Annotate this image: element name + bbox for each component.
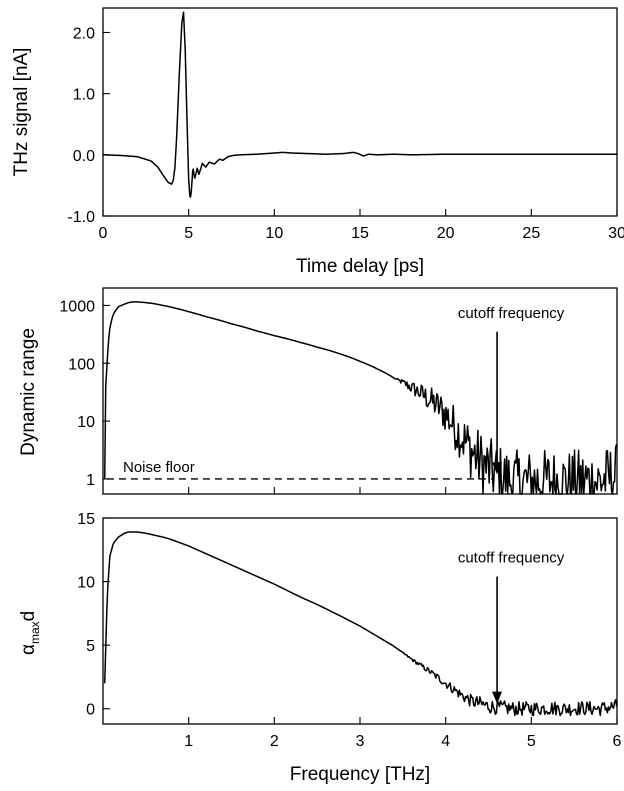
bottom-y-label-alpha: α	[18, 644, 39, 655]
top-x-tick-label: 5	[184, 225, 193, 242]
noise-floor-label: Noise floor	[123, 459, 195, 476]
mid-y-tick-label: 100	[68, 356, 95, 373]
bot-x-tick-label: 3	[356, 733, 365, 750]
top-y-tick-label: 2.0	[73, 25, 95, 42]
bot-y-tick-label: 15	[77, 511, 95, 528]
top-x-tick-label: 15	[351, 225, 369, 242]
bottom-y-label: αmaxd	[18, 611, 42, 655]
top-axes-frame	[102, 7, 618, 217]
bottom-y-label-sub: max	[28, 621, 42, 644]
bottom-y-label-d: d	[18, 611, 39, 622]
bottom-x-ticks: 1 2 3 4 5 6	[184, 717, 622, 750]
middle-series-line	[103, 301, 618, 495]
top-x-ticks: 0 5 10 15 20 25 30	[99, 209, 624, 242]
middle-cutoff-label: cutoff frequency	[458, 305, 565, 322]
middle-y-ticks: 1 10 100 1000	[59, 298, 110, 489]
top-x-tick-label: 0	[99, 225, 108, 242]
bot-x-tick-label: 1	[184, 733, 193, 750]
middle-y-label: Dynamic range	[18, 328, 39, 456]
bottom-cutoff-label: cutoff frequency	[458, 549, 565, 566]
mid-y-tick-label: 10	[77, 414, 95, 431]
top-x-label: Time delay [ps]	[296, 256, 424, 277]
top-y-tick-label: 1.0	[73, 87, 95, 104]
panel-top: 0 5 10 15 20 25 30 -1.0 0.0 1.0 2.0 Time delay [p…	[11, 7, 624, 277]
top-y-tick-label: -1.0	[67, 209, 95, 226]
bot-x-tick-label: 2	[270, 733, 279, 750]
panel-bottom: 1 2 3 4 5 6 0 5 10 15 cutoff frequency Frequency…	[18, 511, 622, 785]
mid-y-tick-label: 1	[86, 472, 95, 489]
bottom-y-ticks: 0 5 10 15	[77, 511, 110, 719]
bottom-series-line	[103, 531, 618, 717]
top-x-tick-label: 20	[437, 225, 455, 242]
bot-y-tick-label: 0	[86, 702, 95, 719]
mid-y-tick-label: 1000	[59, 298, 95, 315]
bot-x-tick-label: 4	[441, 733, 450, 750]
bot-x-tick-label: 6	[613, 733, 622, 750]
middle-cutoff-arrowhead	[492, 462, 503, 475]
bot-y-tick-label: 5	[86, 638, 95, 655]
top-x-tick-label: 25	[522, 225, 540, 242]
bot-x-tick-label: 5	[527, 733, 536, 750]
top-series-line	[102, 11, 618, 198]
top-x-tick-label: 30	[608, 225, 624, 242]
top-y-label: THz signal [nA]	[11, 48, 32, 177]
bot-y-tick-label: 10	[77, 575, 95, 592]
bottom-x-label: Frequency [THz]	[290, 764, 430, 785]
bottom-cutoff-arrowhead	[492, 691, 503, 704]
top-y-tick-label: 0.0	[73, 148, 95, 165]
top-y-ticks: -1.0 0.0 1.0 2.0	[67, 25, 110, 226]
top-x-tick-label: 10	[265, 225, 283, 242]
